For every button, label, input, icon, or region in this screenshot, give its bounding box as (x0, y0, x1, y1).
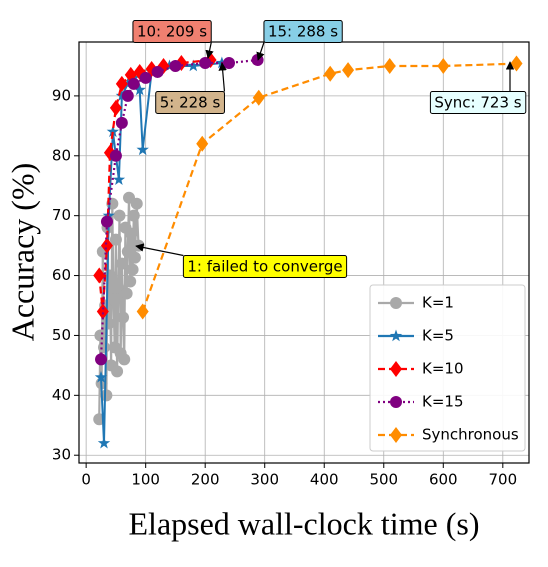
x-tick-label: 200 (191, 471, 220, 489)
annotation-arrow (135, 243, 184, 257)
annotation-box (155, 91, 225, 114)
annotation-arrow (256, 42, 265, 61)
marker (106, 125, 120, 138)
marker (437, 57, 450, 74)
marker (127, 209, 140, 222)
marker (109, 99, 122, 116)
marker (118, 353, 131, 366)
marker (252, 89, 265, 106)
annotation-text: Sync: 723 s (434, 94, 521, 112)
legend-label: Synchronous (422, 426, 519, 444)
marker (96, 303, 109, 320)
annotation-box (182, 255, 348, 278)
marker (196, 135, 209, 152)
x-tick-label: 300 (250, 471, 279, 489)
marker (187, 59, 200, 72)
marker (112, 281, 125, 294)
marker (390, 297, 402, 309)
annotation-arrow (218, 62, 227, 92)
marker (390, 427, 402, 443)
y-tick-label: 40 (52, 386, 71, 404)
marker (390, 396, 402, 408)
legend-label: K=5 (422, 327, 454, 345)
marker (127, 77, 140, 90)
marker (383, 57, 396, 74)
marker (109, 149, 122, 162)
marker (169, 59, 182, 72)
marker (100, 389, 113, 402)
x-tick-label: 100 (131, 471, 160, 489)
legend-label: K=15 (422, 393, 464, 411)
annotation-text: 10: 209 s (137, 23, 207, 41)
marker (98, 341, 110, 354)
marker (199, 56, 212, 69)
marker (94, 329, 107, 342)
annotation-box (263, 20, 343, 43)
marker (94, 370, 108, 383)
y-axis-label: Accuracy (%) (4, 163, 40, 342)
y-tick-label: 80 (52, 146, 71, 164)
marker (136, 143, 149, 156)
series-line (99, 58, 258, 360)
y-tick-label: 50 (52, 326, 71, 344)
marker (126, 263, 139, 276)
marker (125, 227, 138, 240)
y-tick-label: 60 (52, 266, 71, 284)
marker (136, 303, 149, 320)
marker (113, 209, 126, 222)
marker (223, 56, 235, 69)
marker (100, 237, 113, 254)
marker (115, 257, 128, 270)
x-tick-label: 700 (488, 471, 517, 489)
legend-box (369, 284, 526, 452)
marker (124, 275, 137, 288)
marker (115, 75, 128, 92)
marker (510, 55, 523, 72)
marker (251, 53, 264, 66)
marker (109, 233, 122, 246)
annotation-box (429, 91, 527, 114)
annotation-arrow (205, 42, 214, 59)
x-tick-label: 600 (429, 471, 458, 489)
marker (139, 71, 152, 84)
annotation-text: 15: 288 s (268, 23, 338, 41)
marker (130, 197, 143, 210)
legend-label: K=1 (422, 294, 454, 312)
marker (95, 353, 108, 366)
marker (390, 361, 402, 377)
marker (132, 239, 145, 252)
annotation-box (132, 20, 212, 43)
marker (175, 54, 188, 71)
x-tick-label: 500 (369, 471, 398, 489)
marker (120, 287, 133, 300)
x-axis-label: Elapsed wall-clock time (s) (129, 505, 480, 541)
annotation-text: 1: failed to converge (187, 258, 342, 276)
x-tick-label: 0 (81, 471, 91, 489)
marker (115, 116, 128, 129)
marker (117, 311, 130, 324)
marker (342, 62, 355, 79)
marker (93, 267, 106, 284)
annotation-text: 5: 228 s (160, 94, 221, 112)
marker (324, 65, 337, 82)
marker (107, 293, 120, 306)
marker (102, 317, 115, 330)
marker (121, 89, 134, 102)
marker (112, 173, 126, 185)
marker (133, 83, 146, 96)
marker (151, 65, 164, 78)
x-tick-label: 400 (310, 471, 339, 489)
marker (100, 215, 113, 228)
marker (389, 329, 403, 342)
y-tick-label: 90 (52, 86, 71, 104)
y-tick-label: 30 (52, 446, 71, 464)
y-tick-label: 70 (52, 206, 71, 224)
marker (128, 251, 141, 264)
marker (111, 365, 124, 378)
marker (97, 436, 111, 449)
legend-label: K=10 (422, 360, 464, 378)
series-line (141, 62, 517, 312)
